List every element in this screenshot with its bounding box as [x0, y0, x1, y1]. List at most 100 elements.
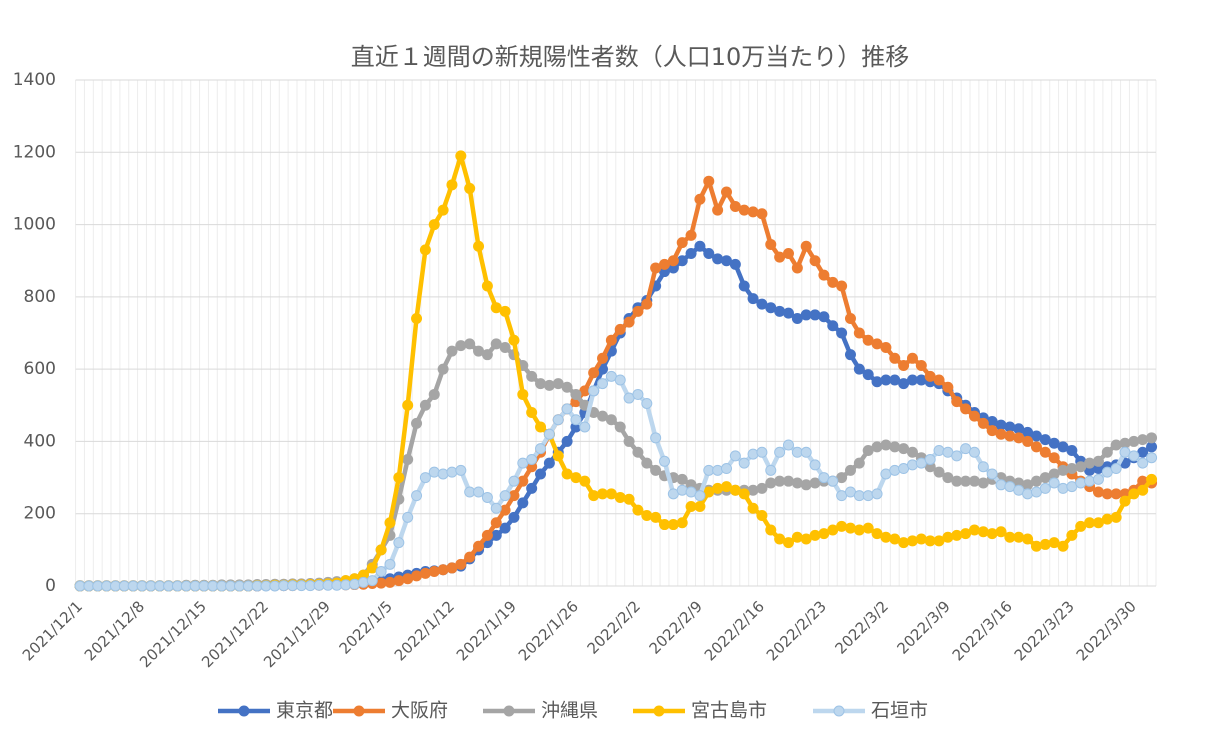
legend-label: 宮古島市	[691, 700, 767, 722]
point	[818, 311, 830, 323]
point	[419, 399, 431, 411]
y-tick-label: 1200	[13, 142, 56, 162]
point	[1101, 513, 1113, 525]
point	[641, 298, 653, 310]
point	[1110, 439, 1122, 451]
point	[375, 566, 387, 578]
point	[597, 378, 609, 390]
point	[632, 305, 644, 317]
point	[419, 244, 431, 256]
point	[756, 208, 768, 220]
point	[1066, 444, 1078, 456]
point	[995, 428, 1007, 440]
legend-item: 宮古島市	[633, 700, 767, 722]
point	[685, 229, 697, 241]
point	[437, 363, 449, 375]
point	[384, 558, 396, 570]
point	[995, 479, 1007, 491]
point	[1030, 441, 1042, 453]
point	[712, 482, 724, 494]
point	[906, 352, 918, 364]
point	[366, 575, 378, 587]
point	[800, 479, 812, 491]
legend-marker	[653, 705, 665, 717]
point	[1084, 475, 1096, 487]
point	[402, 399, 414, 411]
x-tick-label: 2021/12/8	[81, 597, 148, 664]
point	[782, 307, 794, 319]
point	[588, 490, 600, 502]
point	[446, 466, 458, 478]
legend-label: 沖縄県	[541, 700, 598, 722]
point	[667, 255, 679, 267]
point	[446, 345, 458, 357]
point	[393, 472, 405, 484]
point	[676, 237, 688, 249]
x-tick-label: 2022/2/23	[763, 597, 830, 664]
point	[481, 529, 493, 541]
point	[729, 450, 741, 462]
point	[747, 502, 759, 514]
point	[827, 475, 839, 487]
point	[809, 477, 821, 489]
point	[1022, 488, 1034, 500]
point	[437, 204, 449, 216]
point	[960, 403, 972, 415]
point	[641, 397, 653, 409]
point	[676, 484, 688, 496]
point	[809, 255, 821, 267]
point	[1128, 435, 1140, 447]
point	[393, 537, 405, 549]
point	[862, 522, 874, 534]
point	[1137, 457, 1149, 469]
point	[968, 524, 980, 536]
point	[774, 446, 786, 458]
point	[588, 367, 600, 379]
point	[747, 293, 759, 305]
point	[1066, 463, 1078, 475]
x-tick-label: 2022/2/2	[584, 597, 644, 657]
point	[632, 388, 644, 400]
point	[977, 461, 989, 473]
point	[889, 352, 901, 364]
legend-marker	[833, 705, 845, 717]
point	[579, 475, 591, 487]
point	[933, 374, 945, 386]
point	[951, 450, 963, 462]
point	[703, 247, 715, 259]
point	[871, 488, 883, 500]
y-tick-label: 1000	[13, 215, 56, 235]
point	[349, 578, 361, 590]
point	[968, 446, 980, 458]
point	[756, 510, 768, 522]
point	[977, 526, 989, 538]
x-tick-label: 2022/1/19	[453, 597, 520, 664]
point	[836, 280, 848, 292]
point	[384, 517, 396, 529]
point	[1057, 464, 1069, 476]
x-tick-label: 2022/2/9	[646, 597, 706, 657]
point	[898, 360, 910, 372]
point	[437, 564, 449, 576]
point	[499, 490, 511, 502]
point	[889, 464, 901, 476]
point	[818, 269, 830, 281]
point	[411, 313, 423, 325]
point	[738, 457, 750, 469]
point	[844, 313, 856, 325]
point	[526, 482, 538, 494]
legend-label: 大阪府	[391, 700, 448, 722]
point	[455, 150, 467, 162]
point	[791, 477, 803, 489]
point	[428, 566, 440, 578]
point	[543, 379, 555, 391]
x-tick-label: 2022/1/5	[336, 597, 396, 657]
point	[632, 504, 644, 516]
point	[765, 238, 777, 250]
point	[614, 421, 626, 433]
point	[473, 540, 485, 552]
legend-item: 石垣市	[813, 700, 928, 722]
point	[402, 454, 414, 465]
point	[428, 388, 440, 400]
point	[800, 446, 812, 458]
